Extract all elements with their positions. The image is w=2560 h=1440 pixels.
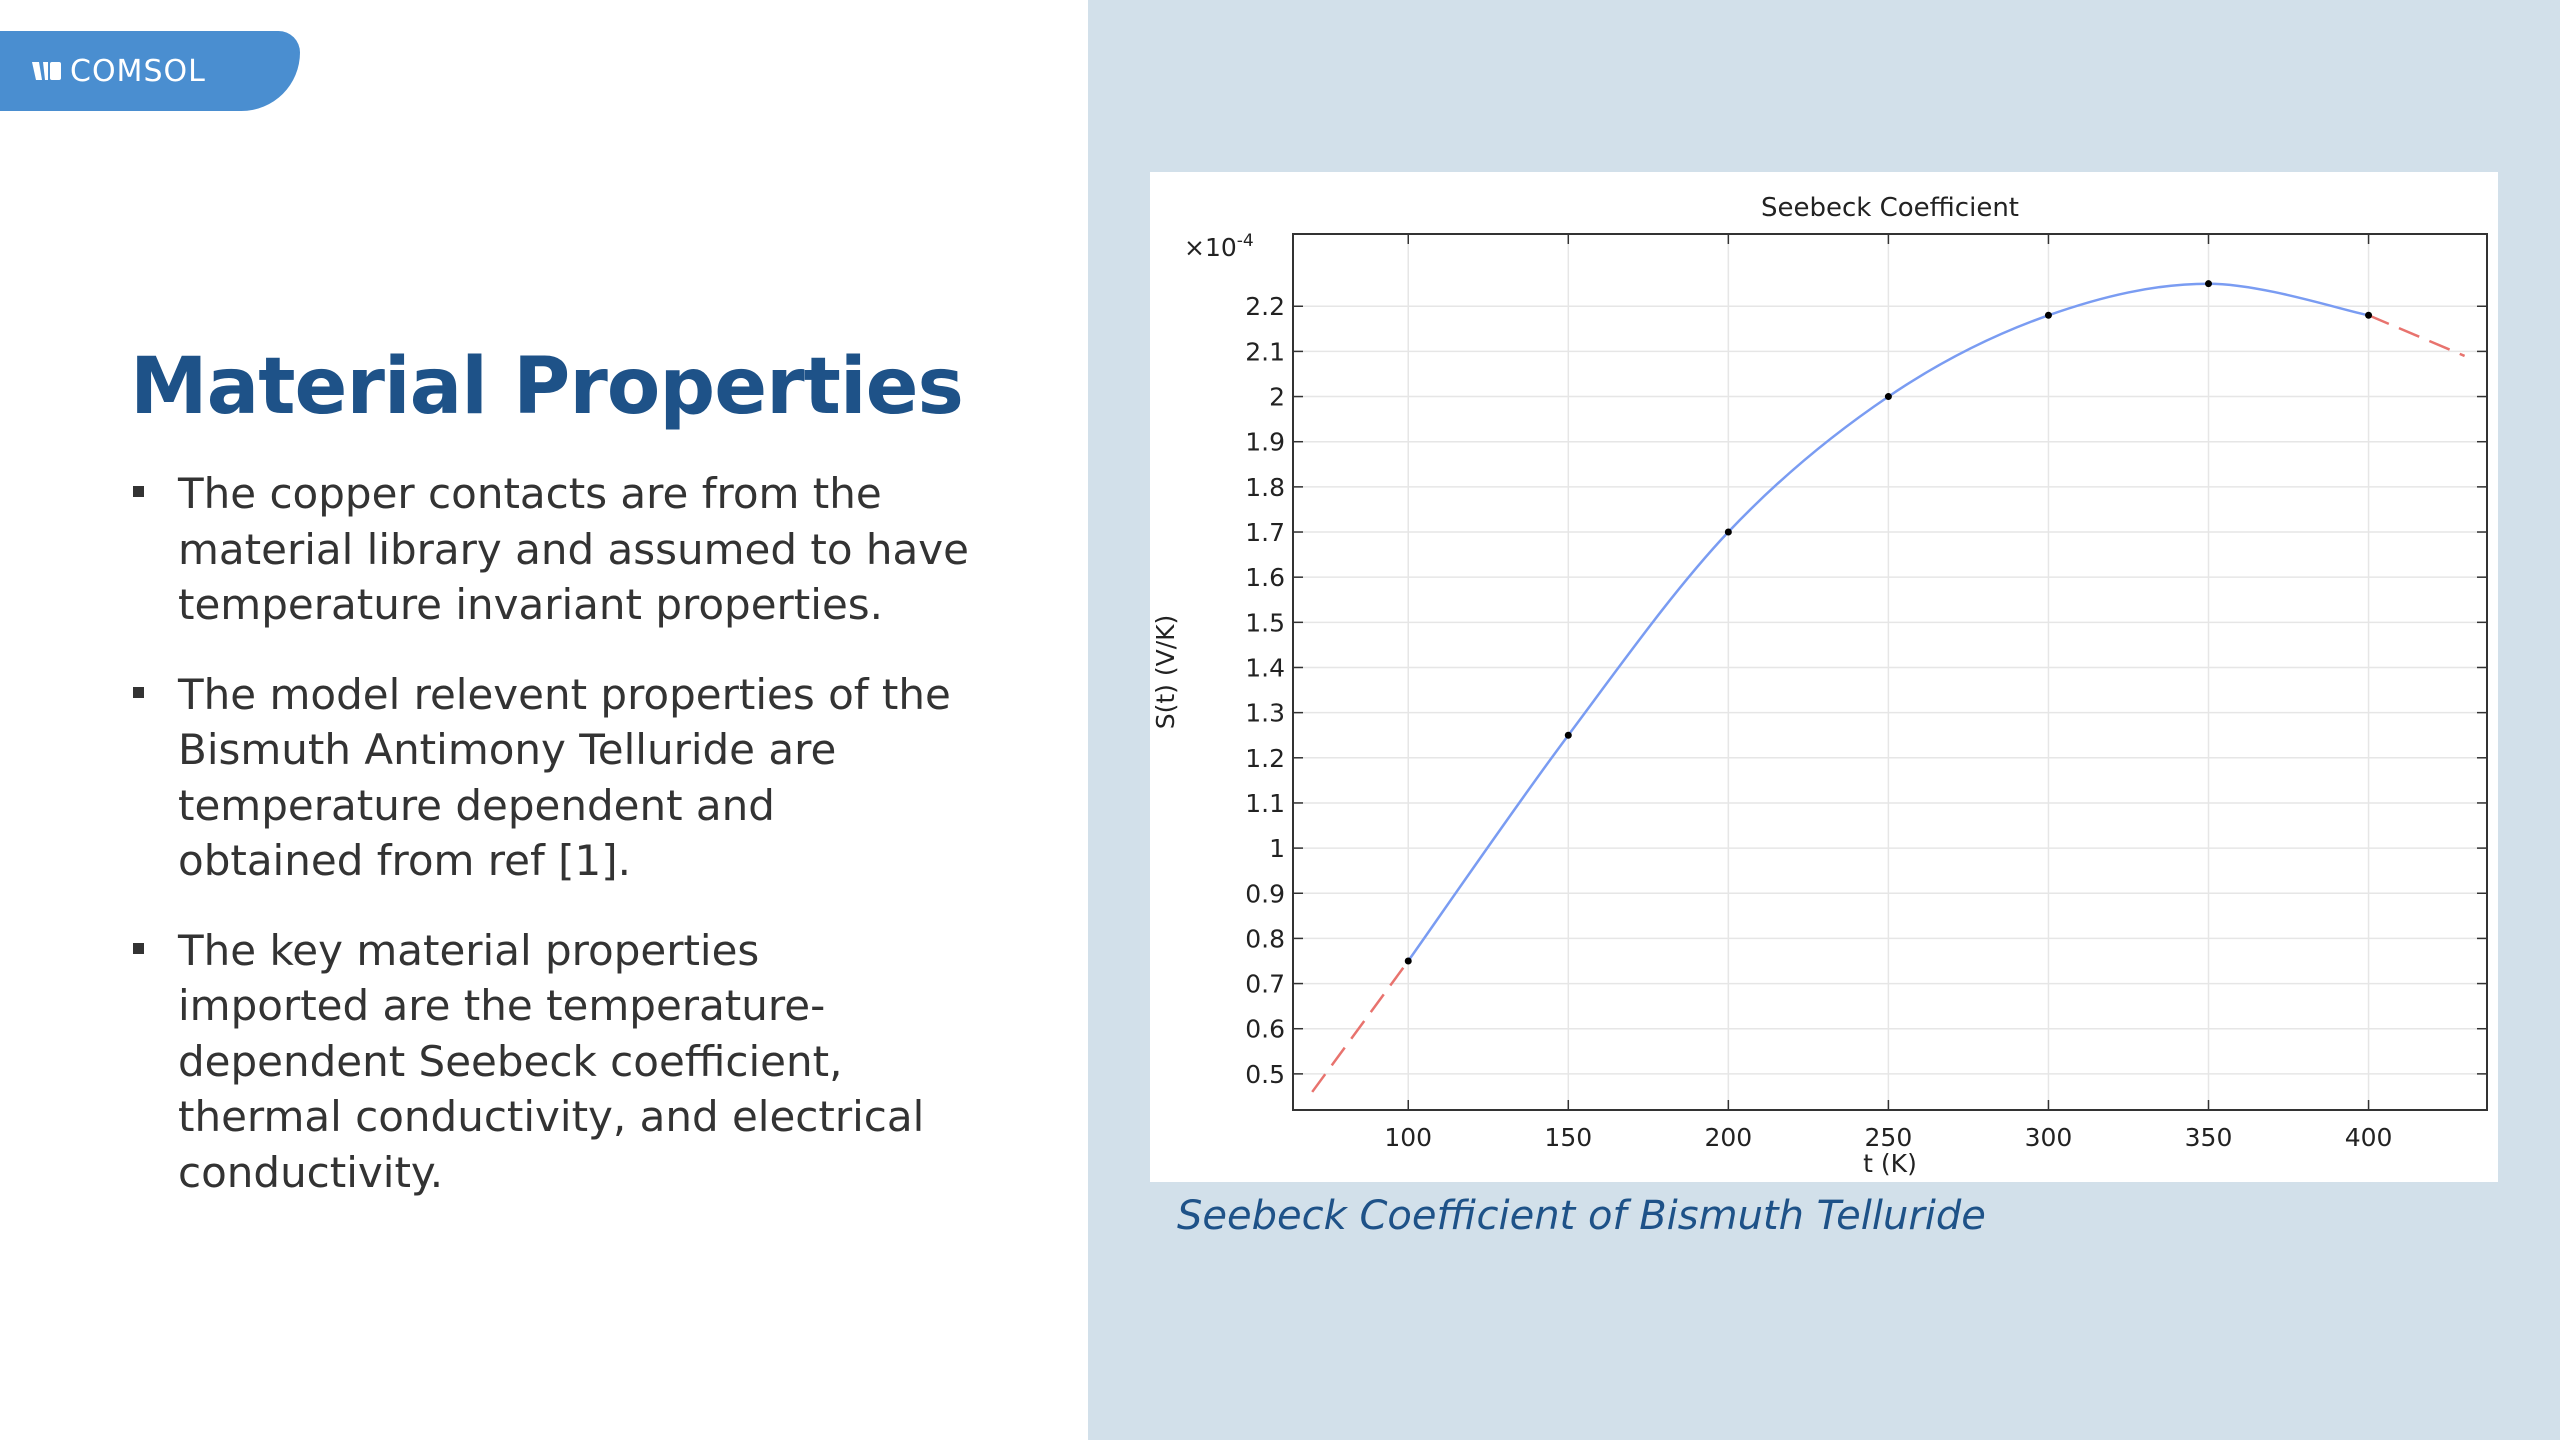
bullet-text: The model relevent properties of the Bis… <box>178 667 970 889</box>
bullet-line: imported are the temperature- <box>178 981 826 1030</box>
data-point <box>2044 311 2052 319</box>
y-tick-label: 1.8 <box>1245 473 1285 502</box>
extrapolation-line-right <box>2368 314 2466 358</box>
y-tick-label: 1.1 <box>1245 789 1285 818</box>
bullet-marker <box>133 686 144 698</box>
y-tick-label: 0.7 <box>1245 970 1285 999</box>
y-tick-label: 0.5 <box>1245 1060 1285 1089</box>
chart-figure: 100 150 200 250 300 350 400 0.5 0.6 0.7 0.8 0.9 1 1.1… <box>1150 172 2498 1182</box>
data-point <box>1404 957 1412 965</box>
y-tick-label: 2.1 <box>1245 337 1285 366</box>
data-point <box>1724 528 1732 536</box>
bullet-line: dependent Seebeck coefficient, <box>178 1036 843 1086</box>
bullet-line: temperature dependent and <box>178 780 775 830</box>
x-tick-label: 200 <box>1704 1123 1752 1152</box>
comsol-logo-text: COMSOL <box>70 53 206 89</box>
y-tick-label: 1 <box>1269 834 1285 863</box>
figure-caption: Seebeck Coefficient of Bismuth Telluride <box>1177 1193 1986 1239</box>
data-point <box>2365 311 2373 319</box>
bullet-line: The model relevent properties of the <box>178 669 951 719</box>
y-tick-label: 0.8 <box>1245 924 1285 953</box>
bullet-line: Bismuth Antimony Telluride are <box>178 725 837 774</box>
page-title: Material Properties <box>130 342 964 432</box>
bullet-list: The copper contacts are from the materia… <box>130 466 970 1234</box>
bullet-text: The copper contacts are from the materia… <box>178 466 970 633</box>
y-tick-label: 0.6 <box>1245 1015 1285 1044</box>
y-tick-label: 1.4 <box>1245 653 1285 682</box>
comsol-logo-icon <box>32 60 62 82</box>
bullet-item-bismuth-properties: The model relevent properties of the Bis… <box>130 667 970 889</box>
y-axis-label: S(t) (V/K) <box>1151 615 1180 730</box>
y-tick-label: 0.9 <box>1245 879 1285 908</box>
data-point <box>1884 393 1892 401</box>
x-tick-label: 150 <box>1544 1123 1592 1152</box>
y-scale-base: ×10 <box>1184 233 1237 262</box>
bullet-text: The key material properties imported are… <box>178 923 970 1201</box>
x-tick-label: 400 <box>2345 1123 2393 1152</box>
x-tick-label: 250 <box>1865 1123 1913 1152</box>
y-tick-label: 2 <box>1269 383 1285 412</box>
plot-frame <box>1292 233 2488 1111</box>
data-point <box>1564 731 1572 739</box>
bullet-item-key-properties: The key material properties imported are… <box>130 923 970 1201</box>
bullet-line: obtained from ref [1]. <box>178 836 631 885</box>
x-tick-label: 350 <box>2185 1123 2233 1152</box>
comsol-logo: COMSOL <box>0 31 300 111</box>
bullet-line: thermal conductivity, and electrical <box>178 1092 925 1141</box>
bullet-line: The copper contacts are from the <box>178 469 882 518</box>
bullet-marker <box>133 486 144 497</box>
bullet-item-copper-contacts: The copper contacts are from the materia… <box>130 466 970 633</box>
y-scale-multiplier: ×10-4 <box>1184 231 1254 262</box>
seebeck-series-line <box>1407 282 2369 962</box>
bullet-line: The key material properties <box>178 925 760 975</box>
y-tick-label: 1.5 <box>1245 608 1285 637</box>
y-tick-label: 1.7 <box>1245 518 1285 547</box>
bullet-line: material library and assumed to have <box>178 524 969 574</box>
bullet-line: temperature invariant properties. <box>178 580 884 629</box>
chart-title: Seebeck Coefficient <box>1761 193 2019 223</box>
seebeck-chart: 100 150 200 250 300 350 400 0.5 0.6 0.7 0.8 0.9 1 1.1… <box>1151 193 2488 1178</box>
data-point <box>2205 280 2213 288</box>
y-tick-label: 1.2 <box>1245 744 1285 773</box>
left-panel <box>0 0 1088 1440</box>
y-scale-exponent: -4 <box>1237 231 1254 251</box>
y-tick-label: 2.2 <box>1245 292 1285 321</box>
bullet-marker <box>133 942 144 954</box>
x-tick-label: 300 <box>2025 1123 2073 1152</box>
bullet-line: conductivity. <box>178 1147 444 1197</box>
y-tick-label: 1.3 <box>1245 699 1285 728</box>
x-tick-label: 100 <box>1384 1123 1432 1152</box>
x-axis-label: t (K) <box>1863 1149 1917 1178</box>
extrapolation-line-left <box>1311 960 1410 1093</box>
y-tick-label: 1.6 <box>1245 563 1285 592</box>
y-tick-label: 1.9 <box>1245 428 1285 457</box>
